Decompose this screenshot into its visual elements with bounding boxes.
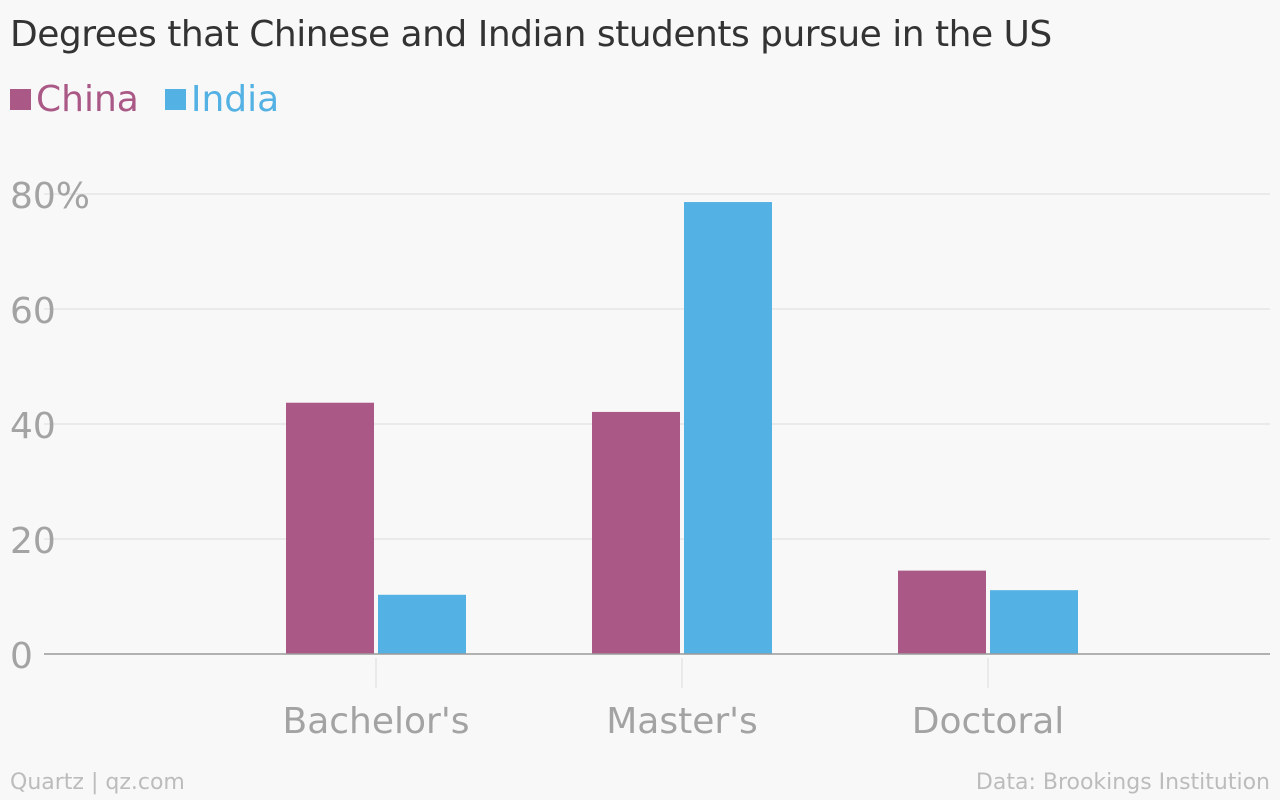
bar-india-doctoral: [990, 590, 1078, 654]
legend-item-india: India: [164, 78, 280, 120]
y-tick-label: 20: [10, 521, 56, 562]
bar-china-bachelors: [286, 402, 374, 654]
legend-swatch-china: [10, 88, 31, 110]
y-tick-label: 80%: [10, 176, 90, 217]
bar-india-bachelors: [378, 594, 466, 654]
bar-china-doctoral: [898, 570, 986, 654]
y-tick-label: 0: [10, 636, 33, 677]
bar-india-masters: [684, 202, 772, 655]
y-tick-label: 40: [10, 406, 56, 447]
chart-title: Degrees that Chinese and Indian students…: [10, 14, 1052, 55]
legend-swatch-india: [164, 88, 186, 110]
legend: China India: [10, 76, 305, 122]
footer-source: Data: Brookings Institution: [975, 770, 1270, 795]
x-tick-label: Doctoral: [912, 701, 1065, 742]
legend-item-china: China: [10, 79, 139, 120]
x-tick-label: Master's: [606, 701, 758, 742]
x-tick-label: Bachelor's: [283, 701, 470, 742]
legend-label-india: India: [190, 78, 280, 120]
y-tick-label: 60: [10, 291, 56, 332]
legend-label-china: China: [36, 78, 139, 120]
footer-credit: Quartz | qz.com: [10, 770, 185, 795]
bar-china-masters: [592, 411, 680, 654]
